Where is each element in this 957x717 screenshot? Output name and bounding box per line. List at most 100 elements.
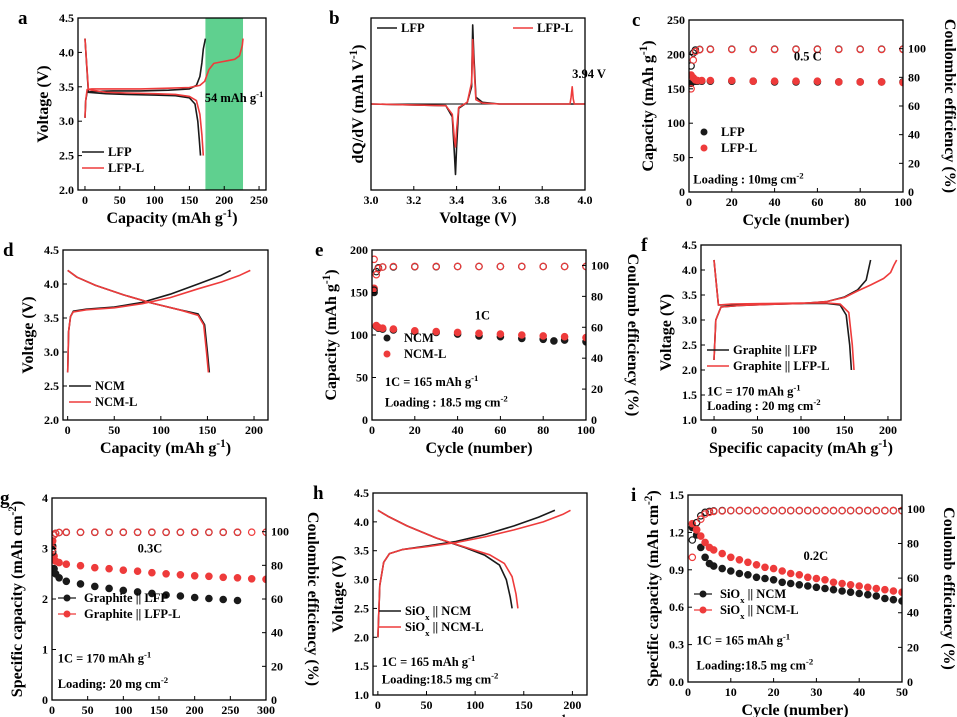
plot-frame — [62, 249, 269, 421]
x-axis-label: Cycle (number) — [425, 440, 532, 457]
y2-tick-label: 0 — [591, 413, 597, 427]
panel-b: 3.0 3.2 3.4 3.6 3.8 4.0 Voltage (V) dQ/dV (mAh … — [329, 8, 606, 227]
data-point — [219, 528, 228, 537]
panel-letter: c — [632, 10, 640, 31]
y-tick-label: 4.5 — [354, 486, 369, 500]
y-tick-label: 0.0 — [669, 675, 684, 689]
data-point — [539, 262, 548, 271]
annotation: 1C = 170 mAh g-1 — [707, 383, 801, 399]
y-tick-label: 1.5 — [669, 488, 684, 502]
data-point — [872, 506, 881, 515]
y-tick-label: 3 — [42, 542, 48, 556]
legend-label: SiOx || NCM-L — [720, 603, 799, 621]
data-point — [233, 596, 242, 605]
data-point — [881, 585, 889, 594]
y2-tick-label: 80 — [271, 558, 283, 572]
plot-area — [377, 509, 571, 638]
x-tick-label: 150 — [150, 703, 168, 717]
y-tick-label: 4.0 — [354, 515, 369, 529]
x-tick-label: 200 — [245, 423, 263, 437]
x-tick-label: 50 — [108, 423, 120, 437]
data-point — [792, 77, 800, 86]
data-point — [162, 569, 170, 578]
data-point — [119, 586, 128, 595]
panel-g: 05010015020025030001234020406080100Cycle… — [0, 488, 321, 717]
x-tick-label: 3.2 — [406, 193, 421, 207]
data-point — [761, 563, 769, 572]
y-tick-label: 0.6 — [669, 600, 684, 614]
data-point — [219, 595, 228, 604]
x-tick-label: 300 — [257, 703, 275, 717]
legend-label: SiOx || NCM — [405, 604, 471, 622]
annotation: 3.94 V — [572, 67, 606, 81]
annotation: Loading : 10mg cm-2 — [693, 171, 803, 187]
y-tick-label: 100 — [350, 328, 368, 342]
x-tick-label: 3.6 — [492, 193, 507, 207]
x-tick-label: 50 — [752, 423, 764, 437]
y2-tick-label: 100 — [591, 258, 609, 272]
data-point — [795, 580, 804, 589]
data-point — [205, 572, 213, 581]
y2-tick-label: 20 — [271, 659, 283, 673]
y2-tick-label: 20 — [591, 382, 603, 396]
data-point — [705, 508, 714, 517]
series-line-0 — [84, 38, 207, 118]
data-point — [709, 562, 718, 570]
data-point — [148, 589, 156, 598]
legend-label: Graphite || LFP-L — [84, 607, 180, 621]
y-axis-label: Voltage (V) — [35, 65, 52, 142]
y2-axis-label: Coulomb efficiency (%) — [940, 507, 957, 670]
series-line-3 — [713, 259, 855, 371]
x-tick-label: 100 — [146, 193, 164, 207]
y-tick-label: 0.3 — [669, 638, 684, 652]
y2-tick-label: 40 — [591, 351, 603, 365]
data-point — [432, 262, 441, 271]
data-point — [812, 583, 821, 592]
data-point — [475, 329, 483, 338]
y2-tick-label: 40 — [907, 606, 919, 620]
legend: NCM NCM-L — [383, 331, 446, 361]
data-point — [378, 263, 387, 271]
y2-tick-label: 60 — [591, 320, 603, 334]
annotation: Loading : 18.5 mg cm-2 — [385, 393, 508, 409]
data-point — [389, 262, 398, 271]
data-point — [475, 262, 483, 271]
data-point — [872, 592, 881, 600]
y-tick-label: 1.5 — [682, 388, 697, 402]
panel-h: 0 50 100 150 200 1.0 1.5 2.0 2.5 3.0 3.5 4.0 4.5 Spec… — [313, 483, 588, 717]
panel-i: 0 10 20 30 40 50 0.0 0.3 0.6 0.9 1.2 1.5 0 20 40 60 80 10… — [631, 485, 957, 717]
data-point — [247, 528, 256, 537]
y2-tick-label: 80 — [908, 70, 920, 84]
legend: LFP LFP-L — [82, 145, 144, 175]
data-point — [496, 262, 505, 271]
data-point — [190, 571, 199, 580]
y-tick-label: 2.0 — [682, 363, 697, 377]
x-tick-label: 50 — [421, 698, 433, 712]
data-point — [453, 328, 462, 337]
series-line-1 — [377, 509, 513, 609]
plot-area — [66, 269, 251, 373]
x-tick-label: 100 — [894, 195, 912, 209]
x-tick-label: 100 — [114, 703, 132, 717]
data-point — [834, 45, 843, 54]
y-tick-label: 2.0 — [354, 630, 369, 644]
y2-tick-label: 100 — [907, 502, 925, 516]
y2-tick-label: 100 — [271, 525, 289, 539]
panel-f: 0 50 100 150 200 1.0 1.5 2.0 2.5 3.0 3.5 4.0 4.5 Spec… — [641, 235, 902, 457]
y-tick-label: 3.0 — [354, 573, 369, 587]
x-tick-label: 40 — [769, 195, 781, 209]
y-tick-label: 1 — [42, 643, 48, 657]
legend-label: SiOx || NCM-L — [405, 620, 484, 638]
x-tick-label: 250 — [221, 703, 239, 717]
data-point — [219, 573, 228, 582]
data-point — [834, 78, 843, 86]
y-tick-label: 4.5 — [44, 243, 59, 257]
plot-frame — [372, 492, 588, 696]
data-point — [769, 564, 778, 573]
y-tick-label: 2.5 — [44, 379, 59, 393]
data-point — [55, 558, 63, 567]
y-tick-label: 2.5 — [59, 149, 74, 163]
plot-frame — [77, 17, 267, 191]
annotation: 1C = 165 mAh g-1 — [382, 653, 476, 669]
x-tick-label: 0 — [49, 703, 55, 717]
